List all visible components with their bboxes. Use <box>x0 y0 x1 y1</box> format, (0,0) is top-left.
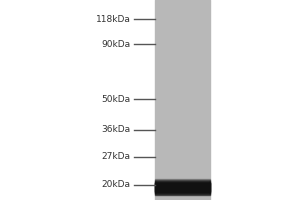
Text: 50kDa: 50kDa <box>101 95 130 104</box>
Text: 20kDa: 20kDa <box>101 180 130 189</box>
Text: 118kDa: 118kDa <box>96 15 130 24</box>
Text: 90kDa: 90kDa <box>101 40 130 49</box>
Text: 27kDa: 27kDa <box>101 152 130 161</box>
Text: 36kDa: 36kDa <box>101 125 130 134</box>
